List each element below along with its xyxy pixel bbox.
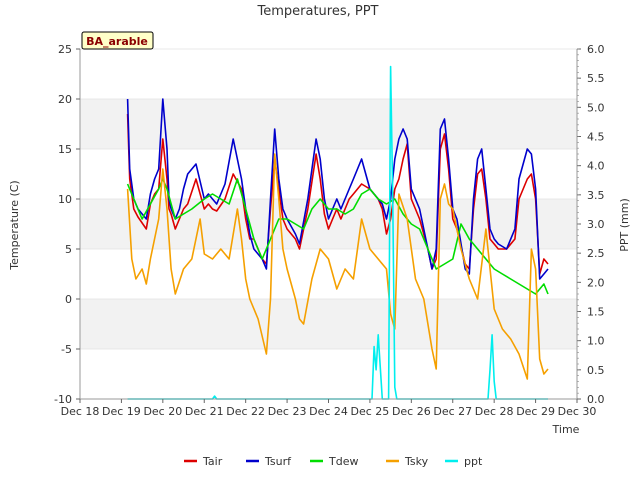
y-right-tick-label: 3.0 [587, 218, 605, 231]
y-right-tick-label: 0.5 [587, 364, 605, 377]
y-right-tick-label: 5.0 [587, 101, 605, 114]
series-tsurf-line [126, 98, 549, 280]
y-axis-label-left: Temperature (C) [8, 180, 21, 270]
x-axis-label: Time [552, 423, 580, 436]
y-left-tick-label: 0 [65, 293, 72, 306]
badge-box [81, 31, 154, 50]
y-left-tick-label: -5 [61, 343, 72, 356]
y-right-tick-label: 4.0 [587, 160, 605, 173]
grid-band [80, 199, 577, 249]
y-left-tick-label: 15 [58, 143, 72, 156]
chart-title: Temperatures, PPT [256, 4, 378, 19]
y-right-tick-label: 1.5 [587, 306, 605, 319]
legend-label-tsurf: Tsurf [264, 455, 292, 468]
y-left-tick-label: 10 [58, 193, 72, 206]
axes-layer: Dec 18 Dec 19 Dec 20 Dec 21 Dec 22 Dec 23 Dec … [54, 43, 604, 418]
y-left-tick-label: -10 [54, 393, 72, 406]
y-right-tick-label: 2.0 [587, 276, 605, 289]
x-tick-label: Dec 29 [516, 405, 555, 418]
legend-label-tair: Tair [202, 455, 223, 468]
y-right-tick-label: 6.0 [587, 43, 605, 56]
legend-label-tsky: Tsky [404, 455, 429, 468]
y-right-tick-label: 1.0 [587, 335, 605, 348]
y-left-tick-label: 20 [58, 93, 72, 106]
y-right-tick-label: 0.0 [587, 393, 605, 406]
x-tick-label: Dec 27 [433, 405, 472, 418]
badge-label: BA_arable [86, 35, 148, 48]
grid-bands [80, 48, 577, 400]
y-right-tick-label: 5.5 [587, 72, 605, 85]
grid-band [80, 49, 577, 99]
series-tdew-line [126, 178, 549, 295]
y-axis-label-right: PPT (mm) [618, 198, 631, 252]
x-tick-label: Dec 22 [226, 405, 265, 418]
grid-band [80, 99, 577, 149]
x-tick-label: Dec 20 [143, 405, 182, 418]
x-tick-label: Dec 21 [185, 405, 224, 418]
legend-label-tdew: Tdew [328, 455, 358, 468]
legend-label-ppt: ppt [464, 455, 483, 468]
x-tick-label: Dec 26 [392, 405, 431, 418]
grid-band [80, 299, 577, 349]
y-left-tick-label: 25 [58, 43, 72, 56]
x-tick-label: Dec 28 [475, 405, 514, 418]
y-right-tick-label: 2.5 [587, 247, 605, 260]
legend: Tair Tsurf Tdew Tsky ppt [184, 455, 483, 468]
y-right-tick-label: 3.5 [587, 189, 605, 202]
x-tick-label: Dec 25 [351, 405, 390, 418]
x-tick-label: Dec 24 [309, 405, 348, 418]
grid-band [80, 249, 577, 299]
x-tick-label: Dec 23 [268, 405, 307, 418]
grid-band [80, 349, 577, 399]
badge: BA_arable [81, 31, 154, 50]
series-tsky-line [126, 153, 549, 380]
y-right-tick-label: 4.5 [587, 131, 605, 144]
grid-band [80, 149, 577, 199]
x-tick-label: Dec 18 [61, 405, 100, 418]
x-tick-label: Dec 19 [102, 405, 141, 418]
x-tick-label: Dec 30 [558, 405, 597, 418]
series-tair-line [126, 113, 549, 275]
y-left-tick-label: 5 [65, 243, 72, 256]
